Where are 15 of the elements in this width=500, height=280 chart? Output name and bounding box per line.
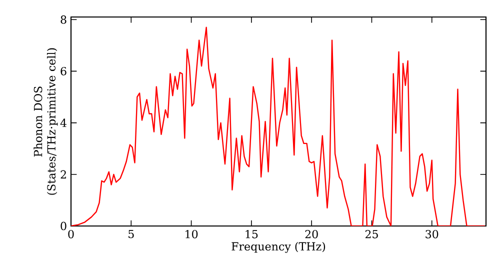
x-tick-label: 0 <box>68 230 74 238</box>
y-tick-label: 4 <box>60 118 66 127</box>
x-tick-label: 20 <box>305 230 318 238</box>
y-tick-label: 0 <box>60 222 66 230</box>
x-tick-label: 30 <box>426 230 438 238</box>
y-axis-title: Phonon DOS (States/THz·primitive cell) <box>34 48 58 195</box>
x-tick-label: 10 <box>186 230 198 238</box>
line-series <box>71 26 486 226</box>
x-tick-label: 15 <box>246 230 258 238</box>
y-tick-label: 6 <box>60 67 66 76</box>
x-axis-title: Frequency (THz) <box>232 242 326 253</box>
x-tick-label: 5 <box>128 230 134 238</box>
x-tick-label: 25 <box>365 230 378 238</box>
y-tick-label: 2 <box>60 170 66 179</box>
y-tick-label: 8 <box>60 15 66 24</box>
